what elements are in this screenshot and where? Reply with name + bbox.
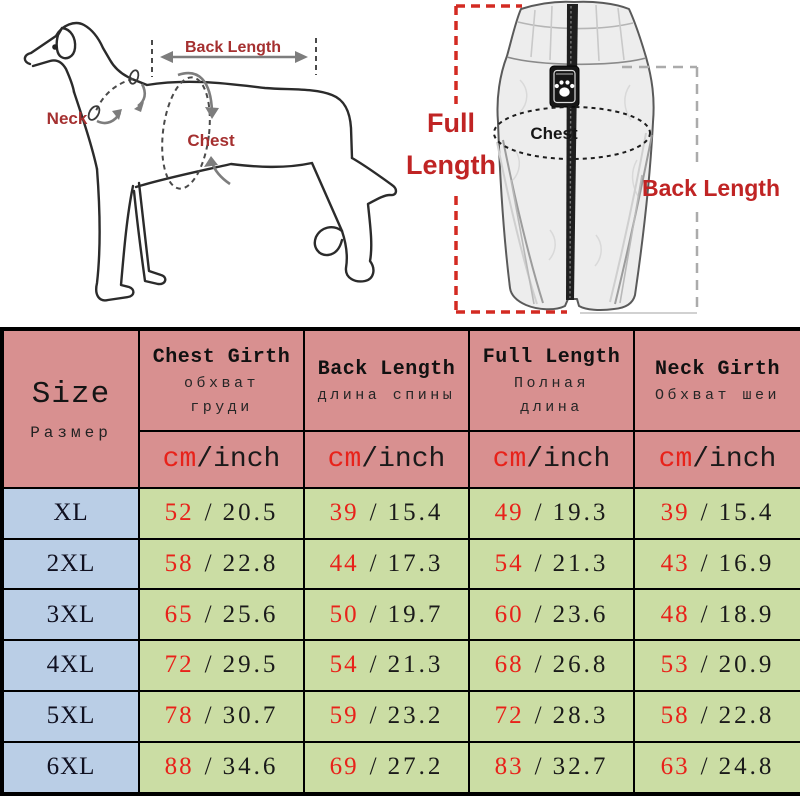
table-row: 4XL 72/29.5 54/21.3 68/26.8 53/20.9	[1, 639, 800, 692]
size-cell: 4XL	[1, 639, 140, 692]
measurement-cell: 53/20.9	[633, 639, 800, 692]
back-length-bracket	[580, 65, 699, 314]
dog-neck-label: Neck	[47, 109, 88, 128]
measurement-diagrams: Back Length Neck Chest	[0, 0, 800, 327]
paw-print-icon	[549, 65, 580, 108]
size-header-en: Size	[31, 376, 111, 412]
measurement-cell: 83/32.7	[468, 740, 635, 796]
measurement-cell: 60/23.6	[468, 588, 635, 642]
dog-outline	[23, 21, 398, 302]
measurement-cell: 59/23.2	[303, 689, 470, 743]
back-length-header: Back Length длина спины	[303, 328, 470, 432]
measurement-cell: 39/15.4	[303, 487, 470, 540]
table-row: XL 52/20.5 39/15.4 49/19.3 39/15.4	[1, 487, 800, 540]
measurement-cell: 68/26.8	[468, 639, 635, 692]
size-cell: 2XL	[1, 537, 140, 591]
vest-full-length-label-line1: Full	[427, 108, 475, 138]
dog-eye	[52, 44, 58, 50]
vest-measurement-diagram: Full Length Back Length Chest	[406, 0, 780, 314]
arrow-chest-down-icon	[205, 107, 219, 119]
dog-measure-points	[87, 69, 140, 121]
size-cell: 5XL	[1, 689, 140, 743]
dog-measurement-diagram: Back Length Neck Chest	[23, 21, 398, 302]
size-cell: 3XL	[1, 588, 140, 642]
measurement-cell: 44/17.3	[303, 537, 470, 591]
measurement-cell: 69/27.2	[303, 740, 470, 796]
measurement-cell: 50/19.7	[303, 588, 470, 642]
measurement-cell: 58/22.8	[633, 689, 800, 743]
measurement-cell: 48/18.9	[633, 588, 800, 642]
size-header-cell: Size Размер	[1, 328, 140, 489]
measurement-cell: 78/30.7	[138, 689, 305, 743]
full-length-header: Full Length Полная длина	[468, 328, 635, 432]
table-row: 5XL 78/30.7 59/23.2 72/28.3 58/22.8	[1, 689, 800, 743]
full-length-bracket	[454, 4, 567, 314]
unit-cell: cm/inch	[633, 430, 800, 489]
vest-chest-label: Chest	[530, 124, 578, 143]
vest-texture	[512, 79, 639, 267]
measurement-cell: 58/22.8	[138, 537, 305, 591]
measurement-cell: 54/21.3	[303, 639, 470, 692]
measurement-cell: 72/29.5	[138, 639, 305, 692]
measurement-cell: 54/21.3	[468, 537, 635, 591]
unit-cell: cm/inch	[303, 430, 470, 489]
vest-piping	[496, 132, 653, 305]
arrow-withers-icon	[134, 102, 144, 112]
size-table: Size Размер Chest Girth обхват груди Bac…	[0, 327, 800, 796]
unit-cell: cm/inch	[468, 430, 635, 489]
vest-full-length-label-line2: Length	[406, 150, 496, 180]
size-table-body: XL 52/20.5 39/15.4 49/19.3 39/15.4 2XL 58/22.8…	[1, 487, 800, 796]
dog-chest-label: Chest	[187, 131, 235, 150]
size-cell: XL	[1, 487, 140, 540]
measurement-cell: 63/24.8	[633, 740, 800, 796]
measurement-cell: 49/19.3	[468, 487, 635, 540]
measurement-cell: 52/20.5	[138, 487, 305, 540]
measurement-cell: 72/28.3	[468, 689, 635, 743]
table-row: 6XL 88/34.6 69/27.2 83/32.7 63/24.8	[1, 740, 800, 796]
unit-cell: cm/inch	[138, 430, 305, 489]
arrow-left-icon	[160, 51, 173, 63]
arrow-right-icon	[295, 51, 308, 63]
table-row: 3XL 65/25.6 50/19.7 60/23.6 48/18.9	[1, 588, 800, 642]
measurement-cell: 39/15.4	[633, 487, 800, 540]
measurement-cell: 88/34.6	[138, 740, 305, 796]
size-cell: 6XL	[1, 740, 140, 796]
measurement-cell: 65/25.6	[138, 588, 305, 642]
vest-chest-girth-ellipse	[493, 106, 651, 160]
neck-girth-header: Neck Girth Обхват шеи	[633, 328, 800, 432]
vest-back-length-label: Back Length	[642, 175, 780, 201]
chest-girth-header: Chest Girth обхват груди	[138, 328, 305, 432]
size-header-ru: Размер	[30, 423, 112, 442]
dog-back-length-label: Back Length	[185, 39, 281, 56]
measurement-cell: 43/16.9	[633, 537, 800, 591]
dog-arrows	[96, 51, 308, 186]
arrow-neck-icon	[112, 109, 122, 120]
arrow-chest-up-icon	[204, 156, 218, 167]
table-row: 2XL 58/22.8 44/17.3 54/21.3 43/16.9	[1, 537, 800, 591]
